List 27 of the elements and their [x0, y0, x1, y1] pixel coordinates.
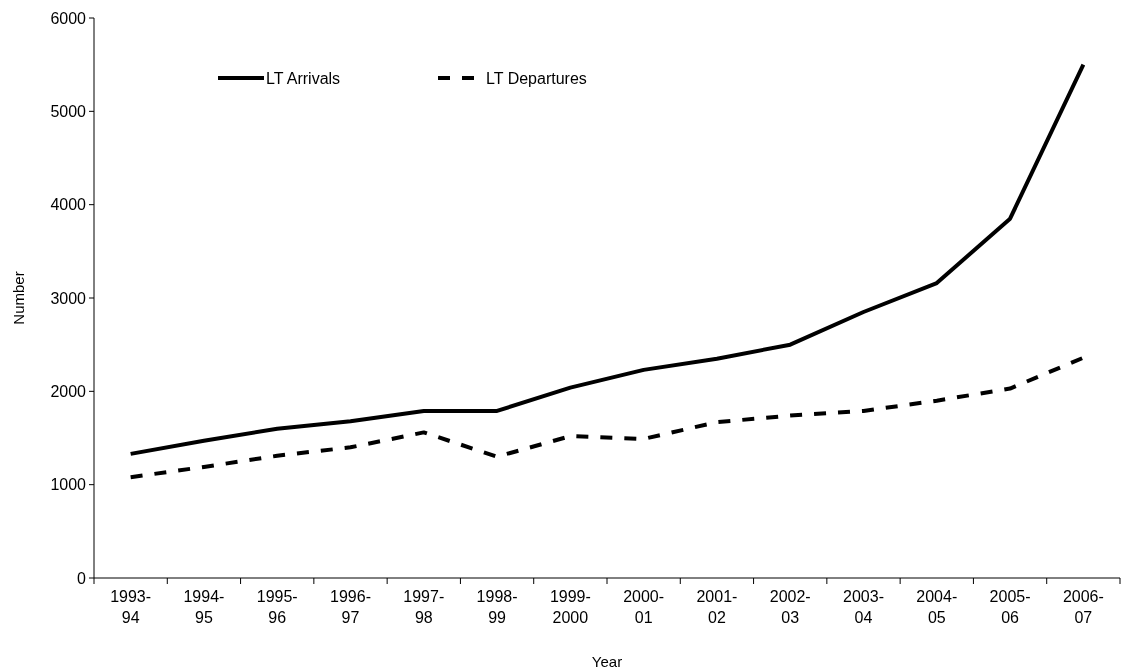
- x-tick-label: 1995- 96: [256, 588, 298, 626]
- x-tick-label: 2001- 02: [696, 588, 738, 626]
- line-series: [128, 355, 1086, 480]
- x-tick-label: 1994- 95: [183, 588, 225, 626]
- x-tick-label: 2004- 05: [916, 588, 958, 626]
- y-tick-label: 1000: [50, 476, 87, 494]
- y-axis-title: Number: [10, 271, 27, 325]
- y-tick-label: 6000: [50, 9, 87, 27]
- x-tick-label: 1999- 2000: [549, 588, 591, 626]
- legend-label: LT Departures: [486, 69, 587, 87]
- y-tick-label: 5000: [50, 102, 87, 120]
- x-tick-label: 2000- 01: [623, 588, 665, 626]
- y-tick-label: 3000: [50, 289, 87, 307]
- x-tick-label: 2005- 06: [989, 588, 1031, 626]
- x-tick-label: 1996- 97: [330, 588, 371, 626]
- legend-label: LT Arrivals: [266, 69, 341, 87]
- y-tick-label: 2000: [50, 382, 87, 400]
- y-tick-label: 4000: [50, 196, 87, 214]
- x-tick-label: 1993- 94: [110, 588, 152, 626]
- x-tick-label: 2006- 07: [1062, 588, 1104, 626]
- x-tick-label: 1997- 98: [403, 588, 445, 626]
- x-tick-label: 1998- 99: [476, 588, 518, 626]
- line-series: [128, 62, 1086, 456]
- x-tick-label: 2002- 03: [769, 588, 811, 626]
- x-axis-title: Year: [591, 653, 623, 670]
- y-tick-label: 0: [77, 569, 87, 587]
- x-tick-label: 2003- 04: [843, 588, 884, 626]
